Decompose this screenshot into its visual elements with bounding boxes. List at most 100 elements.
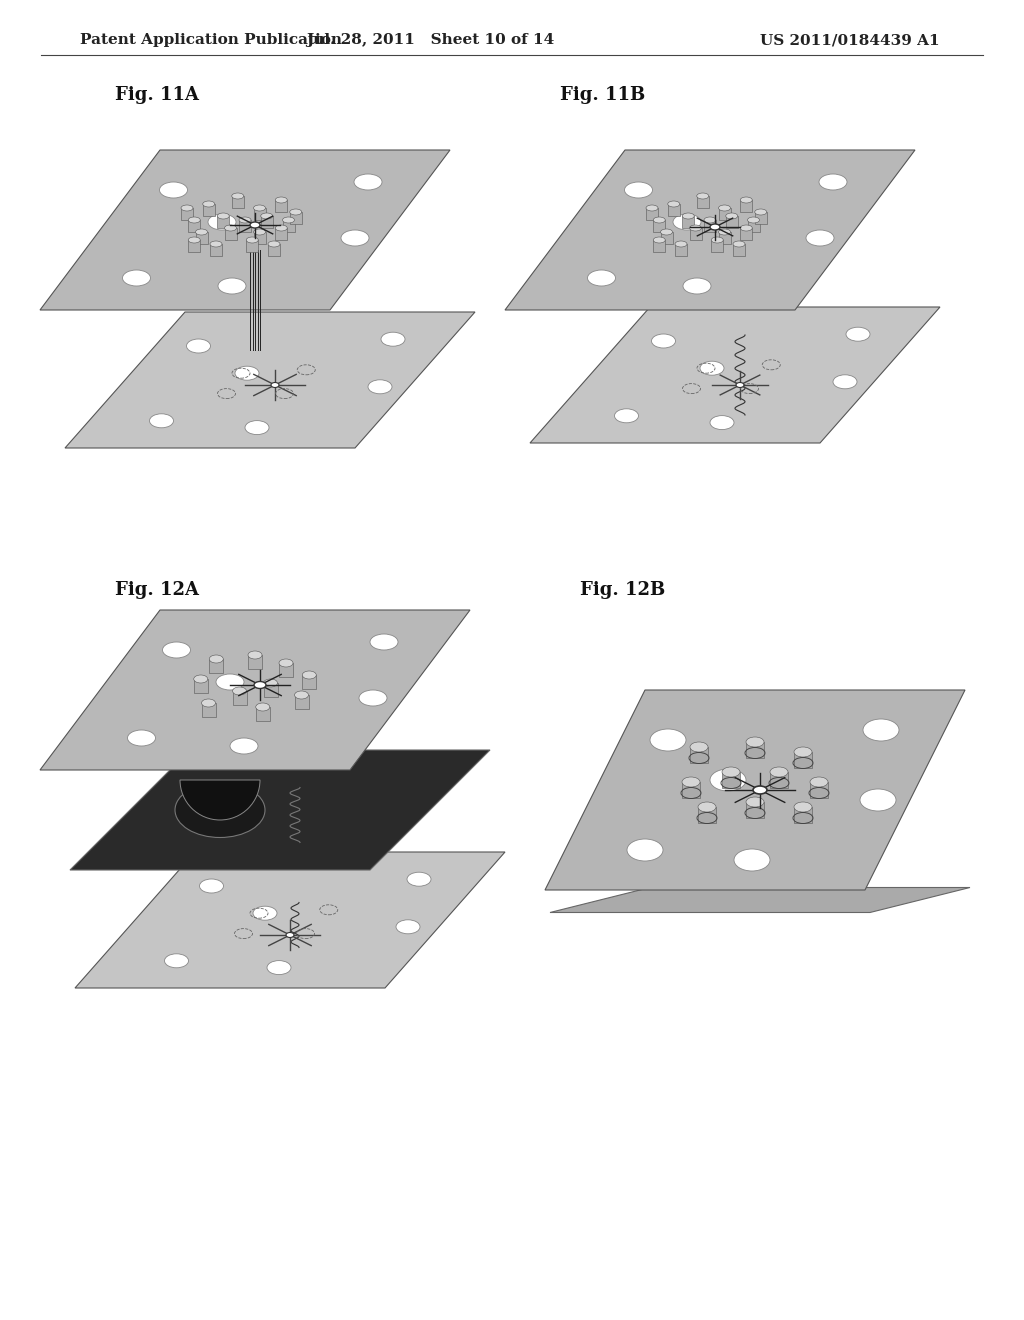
FancyBboxPatch shape: [712, 240, 723, 252]
Ellipse shape: [209, 655, 223, 663]
Ellipse shape: [700, 362, 724, 375]
Ellipse shape: [253, 907, 278, 920]
Ellipse shape: [753, 785, 767, 795]
Ellipse shape: [740, 224, 753, 231]
FancyBboxPatch shape: [755, 213, 767, 224]
Ellipse shape: [682, 777, 700, 787]
FancyBboxPatch shape: [231, 195, 244, 209]
FancyBboxPatch shape: [194, 678, 208, 693]
Ellipse shape: [653, 216, 666, 223]
Ellipse shape: [234, 366, 259, 380]
Ellipse shape: [224, 224, 237, 231]
FancyBboxPatch shape: [740, 201, 753, 213]
Ellipse shape: [188, 216, 201, 223]
Ellipse shape: [217, 213, 229, 219]
Ellipse shape: [726, 213, 737, 219]
Polygon shape: [505, 150, 915, 310]
FancyBboxPatch shape: [290, 213, 302, 224]
Ellipse shape: [755, 209, 767, 215]
FancyBboxPatch shape: [202, 704, 215, 717]
FancyBboxPatch shape: [682, 781, 700, 799]
Ellipse shape: [614, 409, 639, 422]
Ellipse shape: [810, 777, 828, 787]
Ellipse shape: [239, 216, 251, 223]
FancyBboxPatch shape: [698, 807, 716, 822]
Ellipse shape: [290, 209, 302, 215]
Ellipse shape: [625, 182, 652, 198]
Ellipse shape: [254, 205, 265, 211]
Ellipse shape: [216, 675, 244, 690]
Ellipse shape: [160, 182, 187, 198]
Polygon shape: [65, 312, 475, 447]
FancyBboxPatch shape: [239, 220, 251, 232]
Ellipse shape: [381, 333, 406, 346]
Ellipse shape: [210, 242, 222, 247]
Ellipse shape: [295, 690, 308, 700]
Ellipse shape: [705, 216, 716, 223]
Ellipse shape: [248, 651, 262, 659]
Ellipse shape: [690, 742, 708, 752]
Ellipse shape: [733, 242, 745, 247]
Ellipse shape: [736, 383, 744, 388]
Ellipse shape: [163, 642, 190, 657]
FancyBboxPatch shape: [726, 216, 737, 228]
FancyBboxPatch shape: [748, 220, 760, 232]
FancyBboxPatch shape: [722, 772, 740, 788]
Ellipse shape: [283, 216, 295, 223]
Ellipse shape: [165, 954, 188, 968]
Ellipse shape: [660, 228, 673, 235]
Ellipse shape: [271, 383, 279, 388]
FancyBboxPatch shape: [719, 209, 730, 220]
Ellipse shape: [588, 271, 615, 286]
Ellipse shape: [267, 961, 291, 974]
Ellipse shape: [712, 238, 723, 243]
FancyBboxPatch shape: [246, 240, 258, 252]
Ellipse shape: [245, 421, 269, 434]
Ellipse shape: [396, 920, 420, 933]
Ellipse shape: [794, 803, 812, 812]
Polygon shape: [545, 690, 965, 890]
FancyBboxPatch shape: [283, 220, 295, 232]
Ellipse shape: [186, 339, 211, 352]
Text: US 2011/0184439 A1: US 2011/0184439 A1: [760, 33, 940, 48]
Ellipse shape: [200, 879, 223, 894]
Ellipse shape: [806, 230, 834, 246]
FancyBboxPatch shape: [275, 228, 288, 240]
FancyBboxPatch shape: [675, 244, 687, 256]
Ellipse shape: [232, 686, 247, 696]
Ellipse shape: [719, 228, 730, 235]
Ellipse shape: [150, 413, 173, 428]
Text: Fig. 12B: Fig. 12B: [580, 581, 666, 599]
FancyBboxPatch shape: [256, 708, 269, 721]
FancyBboxPatch shape: [653, 220, 666, 232]
Ellipse shape: [368, 380, 392, 393]
FancyBboxPatch shape: [660, 232, 673, 244]
Ellipse shape: [683, 279, 711, 294]
FancyBboxPatch shape: [810, 781, 828, 799]
Ellipse shape: [833, 375, 857, 389]
Ellipse shape: [181, 205, 193, 211]
FancyBboxPatch shape: [689, 228, 701, 240]
Polygon shape: [40, 150, 450, 310]
Ellipse shape: [407, 873, 431, 886]
Ellipse shape: [370, 634, 398, 649]
Ellipse shape: [846, 327, 870, 341]
Ellipse shape: [746, 737, 764, 747]
FancyBboxPatch shape: [268, 244, 280, 256]
FancyBboxPatch shape: [261, 216, 272, 228]
Ellipse shape: [246, 238, 258, 243]
Ellipse shape: [230, 738, 258, 754]
Ellipse shape: [668, 201, 680, 207]
Ellipse shape: [194, 675, 208, 682]
FancyBboxPatch shape: [248, 655, 262, 669]
Ellipse shape: [341, 230, 369, 246]
FancyBboxPatch shape: [188, 220, 201, 232]
Ellipse shape: [675, 242, 687, 247]
FancyBboxPatch shape: [196, 232, 208, 244]
Ellipse shape: [651, 334, 676, 348]
Polygon shape: [40, 610, 470, 770]
FancyBboxPatch shape: [232, 690, 247, 705]
Ellipse shape: [261, 213, 272, 219]
Ellipse shape: [746, 797, 764, 807]
Text: Jul. 28, 2011   Sheet 10 of 14: Jul. 28, 2011 Sheet 10 of 14: [306, 33, 554, 48]
